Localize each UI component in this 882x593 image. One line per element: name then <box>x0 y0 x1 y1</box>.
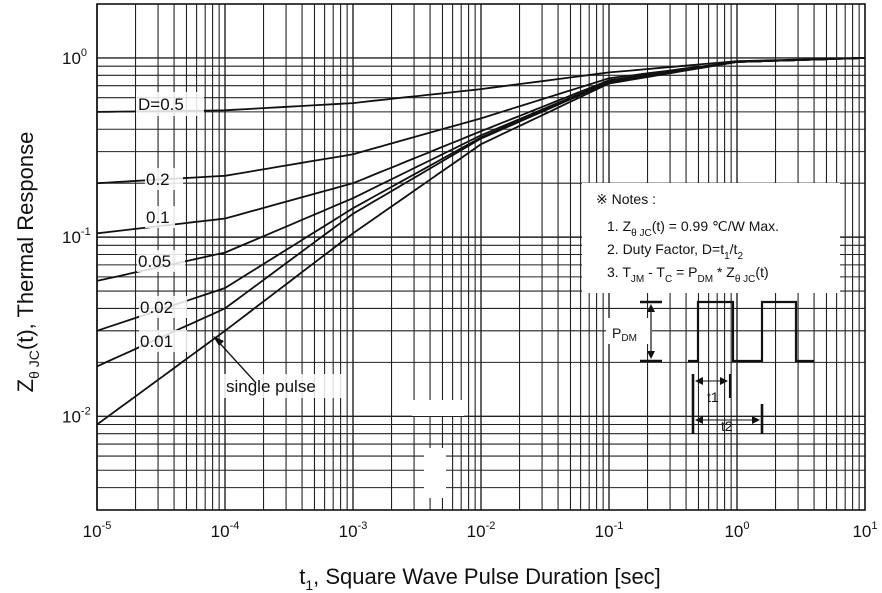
note-3: 3. TJM - TC = PDM * Zθ JC(t) <box>607 264 769 285</box>
series-label-bg <box>145 168 183 190</box>
series-label: single pulse <box>226 377 316 396</box>
t1-label: t1 <box>707 389 719 405</box>
series-label-bg <box>136 92 204 116</box>
t2-label: t2 <box>721 418 733 434</box>
x-tick-labels: 10-5 10-4 10-3 10-2 10-1 100 101 <box>83 520 878 541</box>
y-tick-label: 100 <box>62 47 87 68</box>
note-2: 2. Duty Factor, D=t1/t2 <box>607 241 743 262</box>
x-tick-label: 10-5 <box>83 520 112 541</box>
x-tick-label: 10-3 <box>339 520 368 541</box>
x-tick-label: 100 <box>724 520 749 541</box>
series-label: D=0.5 <box>138 95 184 114</box>
single-pulse-arrowhead <box>213 336 224 346</box>
x-tick-label: 101 <box>852 520 877 541</box>
series-curves <box>96 57 866 426</box>
note-1: 1. Zθ JC(t) = 0.99 ℃/W Max. <box>607 218 779 239</box>
notes-box <box>582 183 840 293</box>
series-label: 0.1 <box>146 208 170 227</box>
series-label-bg <box>145 206 175 228</box>
y-tick-label: 10-2 <box>62 405 91 426</box>
y-tick-label: 10-1 <box>62 226 91 247</box>
single-pulse-arrow <box>214 337 257 384</box>
series-label: 0.05 <box>138 252 171 271</box>
series-label: 0.01 <box>140 332 173 351</box>
grid-gap <box>412 400 464 416</box>
pulse-waveform-diagram: PDM t1 t2 <box>606 300 814 434</box>
x-axis-title: t1, Square Wave Pulse Duration [sec] <box>299 564 661 593</box>
plot-frame <box>96 3 866 511</box>
series-label-bg <box>137 250 185 272</box>
y-axis-title: Zθ JC(t), Thermal Response <box>13 132 42 393</box>
notes-header: ※ Notes : <box>596 191 656 207</box>
pulse-train <box>688 300 814 363</box>
y-tick-labels: 100 10-1 10-2 <box>62 47 91 426</box>
pdm-label: PDM <box>612 325 637 344</box>
series-label: 0.2 <box>146 170 170 189</box>
series-label: 0.02 <box>140 298 173 317</box>
series-label-bg <box>139 296 187 318</box>
grid-gap <box>424 448 446 498</box>
x-tick-label: 10-1 <box>595 520 624 541</box>
x-tick-label: 10-2 <box>467 520 496 541</box>
series-labels: D=0.5 0.2 0.1 0.05 0.02 0.01 single pulse <box>136 92 346 398</box>
series-label-bg <box>139 330 187 352</box>
series-label-bg <box>224 374 346 398</box>
x-tick-label: 10-4 <box>211 520 240 541</box>
grid-lines <box>96 3 865 511</box>
series-line <box>96 57 866 426</box>
